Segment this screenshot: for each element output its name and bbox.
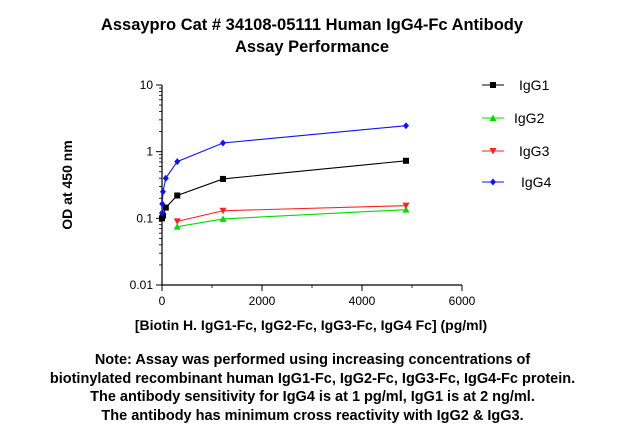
legend-item-igg3: IgG3 (482, 143, 550, 159)
x-tick-label: 0 (159, 294, 166, 308)
series-igg1 (159, 157, 409, 222)
chart: Assaypro Cat # 34108-05111 Human IgG4-Fc… (59, 16, 552, 333)
x-tick-label: 6000 (449, 294, 476, 308)
legend-item-igg4: IgG4 (482, 174, 552, 190)
data-point-marker (489, 114, 497, 121)
y-tick-label: 0.01 (130, 278, 154, 292)
data-point-marker (159, 209, 165, 217)
data-point-marker (159, 212, 166, 219)
data-point-marker (159, 200, 166, 208)
data-point-marker (403, 157, 409, 164)
data-point-marker (159, 188, 166, 196)
series-igg3 (173, 202, 410, 225)
data-point-marker (162, 174, 169, 182)
data-point-marker (489, 148, 497, 155)
data-point-marker (219, 215, 227, 222)
series-line (177, 209, 407, 228)
series-igg2 (173, 206, 410, 230)
y-axis-label: OD at 450 nm (59, 140, 75, 229)
legend-item-igg2: IgG2 (482, 110, 545, 126)
data-point-marker (220, 175, 226, 182)
legend-label: IgG1 (519, 77, 550, 93)
chart-title-line-1: Assaypro Cat # 34108-05111 Human IgG4-Fc… (101, 16, 524, 34)
data-point-marker (162, 204, 169, 211)
legend-item-igg1: IgG1 (482, 77, 550, 93)
axes: 0.01 0.1 1 10 0 2000 4000 6000 (130, 78, 476, 308)
data-point-marker (490, 82, 496, 88)
x-tick-label: 2000 (249, 294, 276, 308)
plot-area (159, 122, 410, 230)
note-line: biotinylated recombinant human IgG1-Fc, … (49, 370, 576, 387)
y-tick-label: 0.1 (136, 211, 153, 225)
data-point-marker (402, 206, 410, 213)
series-line (177, 205, 407, 222)
data-point-marker (173, 223, 181, 230)
legend-label: IgG3 (519, 143, 550, 159)
data-point-marker (174, 158, 181, 166)
series-line (161, 160, 407, 219)
data-point-marker (490, 178, 496, 186)
y-tick-label: 10 (140, 78, 154, 92)
series-line (161, 125, 407, 214)
note: Note: Assay was performed using increasi… (0, 351, 625, 425)
note-line: The antibody sensitivity for IgG4 is at … (90, 389, 535, 405)
x-tick-label: 4000 (349, 294, 376, 308)
note-line: The antibody has minimum cross reactivit… (101, 407, 524, 424)
data-point-marker (173, 218, 181, 225)
x-axis-label: [Biotin H. IgG1-Fc, IgG2-Fc, IgG3-Fc, Ig… (135, 317, 487, 333)
series-igg4 (159, 122, 409, 217)
legend-label: IgG4 (521, 174, 552, 190)
y-tick-label: 1 (146, 145, 153, 159)
legend-label: IgG2 (514, 110, 545, 126)
legend: IgG1 IgG2 IgG3 IgG4 (482, 77, 552, 190)
data-point-marker (220, 139, 226, 147)
chart-title-line-2: Assay Performance (235, 38, 389, 56)
data-point-marker (219, 207, 227, 215)
data-point-marker (403, 122, 409, 130)
data-point-marker (174, 192, 181, 199)
data-point-marker (402, 202, 410, 210)
note-line: Note: Assay was performed using increasi… (94, 352, 531, 368)
